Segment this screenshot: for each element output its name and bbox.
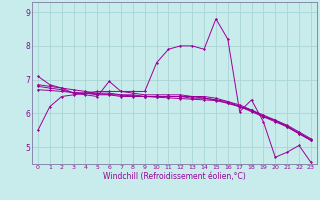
X-axis label: Windchill (Refroidissement éolien,°C): Windchill (Refroidissement éolien,°C) [103,172,246,181]
